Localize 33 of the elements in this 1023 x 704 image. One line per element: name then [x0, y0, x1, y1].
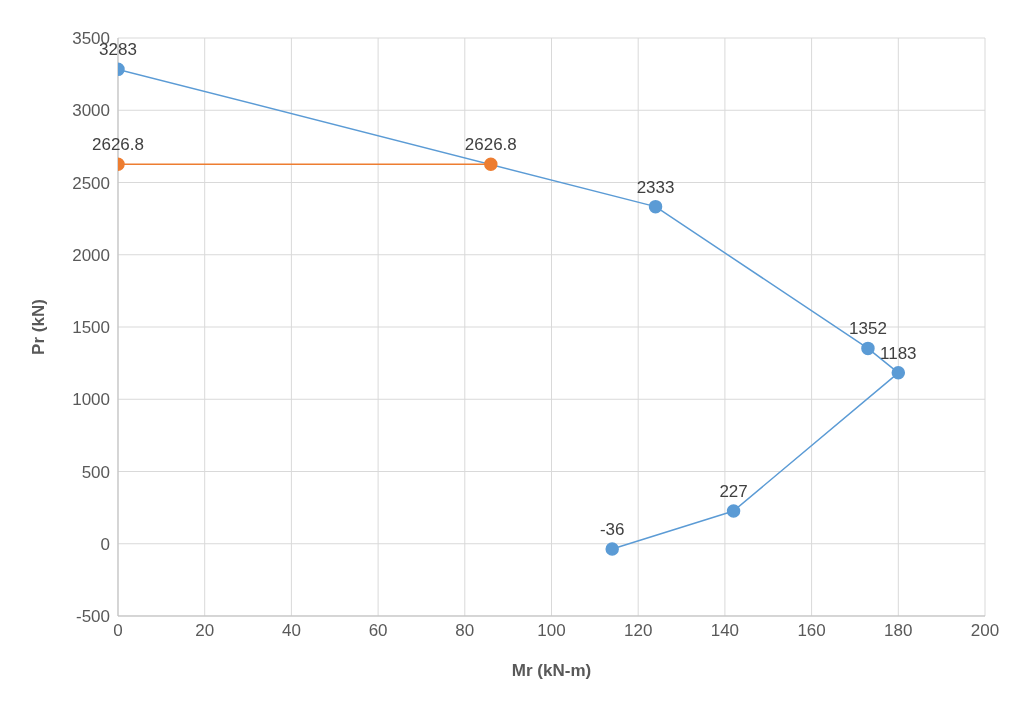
- y-tick-label: 2500: [72, 173, 110, 193]
- x-tick-label: 160: [797, 621, 826, 641]
- x-tick-label: 100: [537, 621, 566, 641]
- x-tick-label: 60: [368, 621, 388, 641]
- data-label: 227: [719, 481, 748, 501]
- data-label: 2333: [636, 177, 675, 197]
- y-tick-label: 3000: [72, 101, 110, 121]
- x-tick-label: 180: [884, 621, 913, 641]
- x-tick-label: 120: [624, 621, 653, 641]
- data-label: 1352: [849, 319, 887, 339]
- x-tick-label: 20: [195, 621, 215, 641]
- y-tick-label: 1000: [72, 390, 110, 410]
- point: [648, 199, 663, 214]
- y-axis-title: Pr (kN): [29, 299, 49, 355]
- point: [891, 366, 906, 380]
- y-tick-label: 2000: [72, 245, 110, 265]
- point: [861, 341, 875, 356]
- data-label: 1183: [880, 343, 917, 363]
- y-tick-label: -500: [75, 607, 110, 627]
- x-axis-title: Mr (kN-m): [511, 661, 592, 680]
- y-tick-label: 500: [81, 462, 110, 482]
- x-tick-label: 140: [710, 621, 740, 641]
- x-tick-label: 40: [281, 621, 301, 641]
- x-tick-label: 0: [113, 621, 123, 641]
- data-label: 2626.8: [92, 135, 144, 155]
- y-tick-label: 1500: [72, 318, 110, 338]
- data-label: 2626.8: [464, 135, 517, 155]
- x-tick-label: 200: [970, 621, 1000, 641]
- y-tick-label: 0: [100, 534, 110, 554]
- point: [726, 504, 741, 518]
- x-tick-label: 80: [455, 621, 475, 641]
- point: [605, 542, 619, 556]
- data-label: -36: [599, 519, 625, 539]
